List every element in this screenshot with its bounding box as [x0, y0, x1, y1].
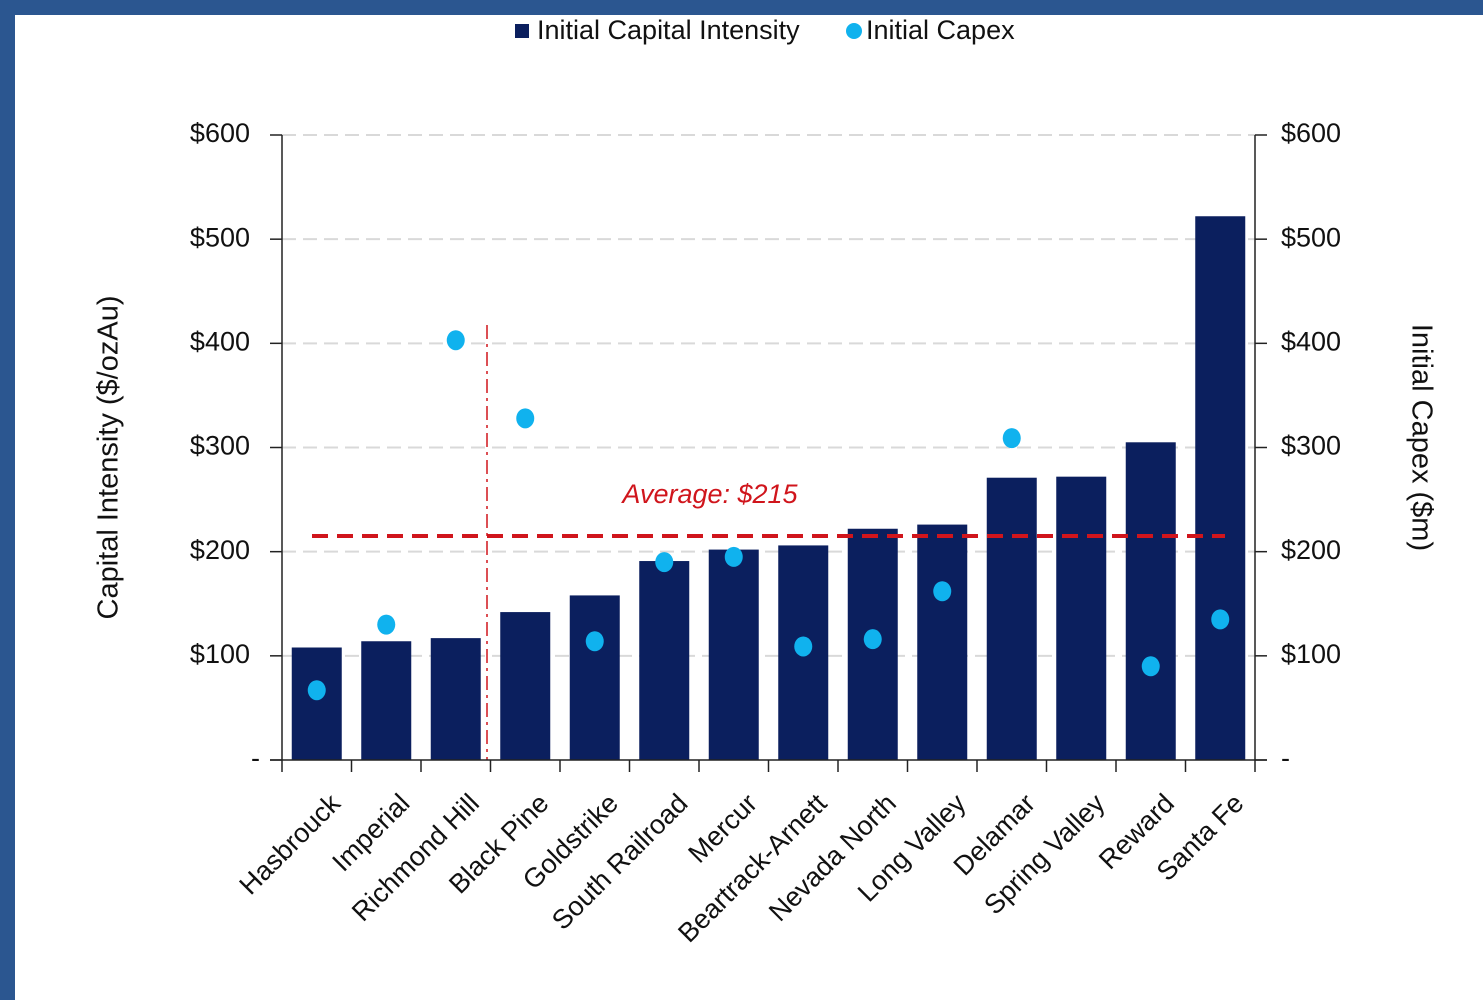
capex-dot	[794, 636, 813, 657]
y2-tick-label: $100	[1281, 639, 1341, 669]
y2-tick-label: $300	[1281, 431, 1341, 461]
bar	[291, 647, 342, 760]
capex-dot	[307, 680, 326, 701]
capex-dot	[446, 330, 465, 351]
legend-label: Initial Capital Intensity	[537, 15, 800, 45]
capex-dot	[933, 581, 952, 602]
y2-tick-label: $500	[1281, 222, 1341, 252]
y2-tick-label: $200	[1281, 535, 1341, 565]
legend-swatch	[846, 23, 862, 39]
bar	[1195, 216, 1246, 760]
bar	[1056, 476, 1107, 760]
bar	[917, 524, 968, 760]
legend-swatch	[515, 24, 529, 38]
capex-dot	[655, 552, 674, 573]
bar	[986, 477, 1037, 760]
capex-dot	[1141, 656, 1160, 677]
y-tick-label: $100	[190, 639, 250, 669]
capex-dot	[585, 631, 604, 652]
y-tick-label: $300	[190, 431, 250, 461]
y2-axis-title: Initial Capex ($m)	[1405, 324, 1437, 551]
capex-dot	[1211, 609, 1230, 630]
capex-dot	[724, 546, 743, 567]
capex-dot	[863, 629, 882, 650]
bar	[708, 549, 759, 760]
y-tick-label: -	[251, 743, 260, 773]
y-tick-label: $400	[190, 326, 250, 356]
legend-label: Initial Capex	[866, 15, 1015, 45]
y2-tick-label: -	[1281, 743, 1290, 773]
capex-dot	[516, 408, 535, 429]
bar	[430, 638, 481, 760]
bar	[639, 561, 690, 760]
y2-tick-label: $400	[1281, 326, 1341, 356]
bar	[361, 641, 412, 760]
bar	[500, 612, 551, 760]
bar	[1125, 442, 1176, 760]
y-tick-label: $600	[190, 118, 250, 148]
capex-dot	[1002, 428, 1021, 449]
average-label: Average: $215	[620, 479, 798, 509]
y2-tick-label: $600	[1281, 118, 1341, 148]
y-tick-label: $200	[190, 535, 250, 565]
bar	[569, 595, 620, 760]
capex-dot	[377, 614, 396, 635]
y-tick-label: $500	[190, 222, 250, 252]
y-axis-title: Capital Intensity ($/ozAu)	[93, 296, 125, 620]
